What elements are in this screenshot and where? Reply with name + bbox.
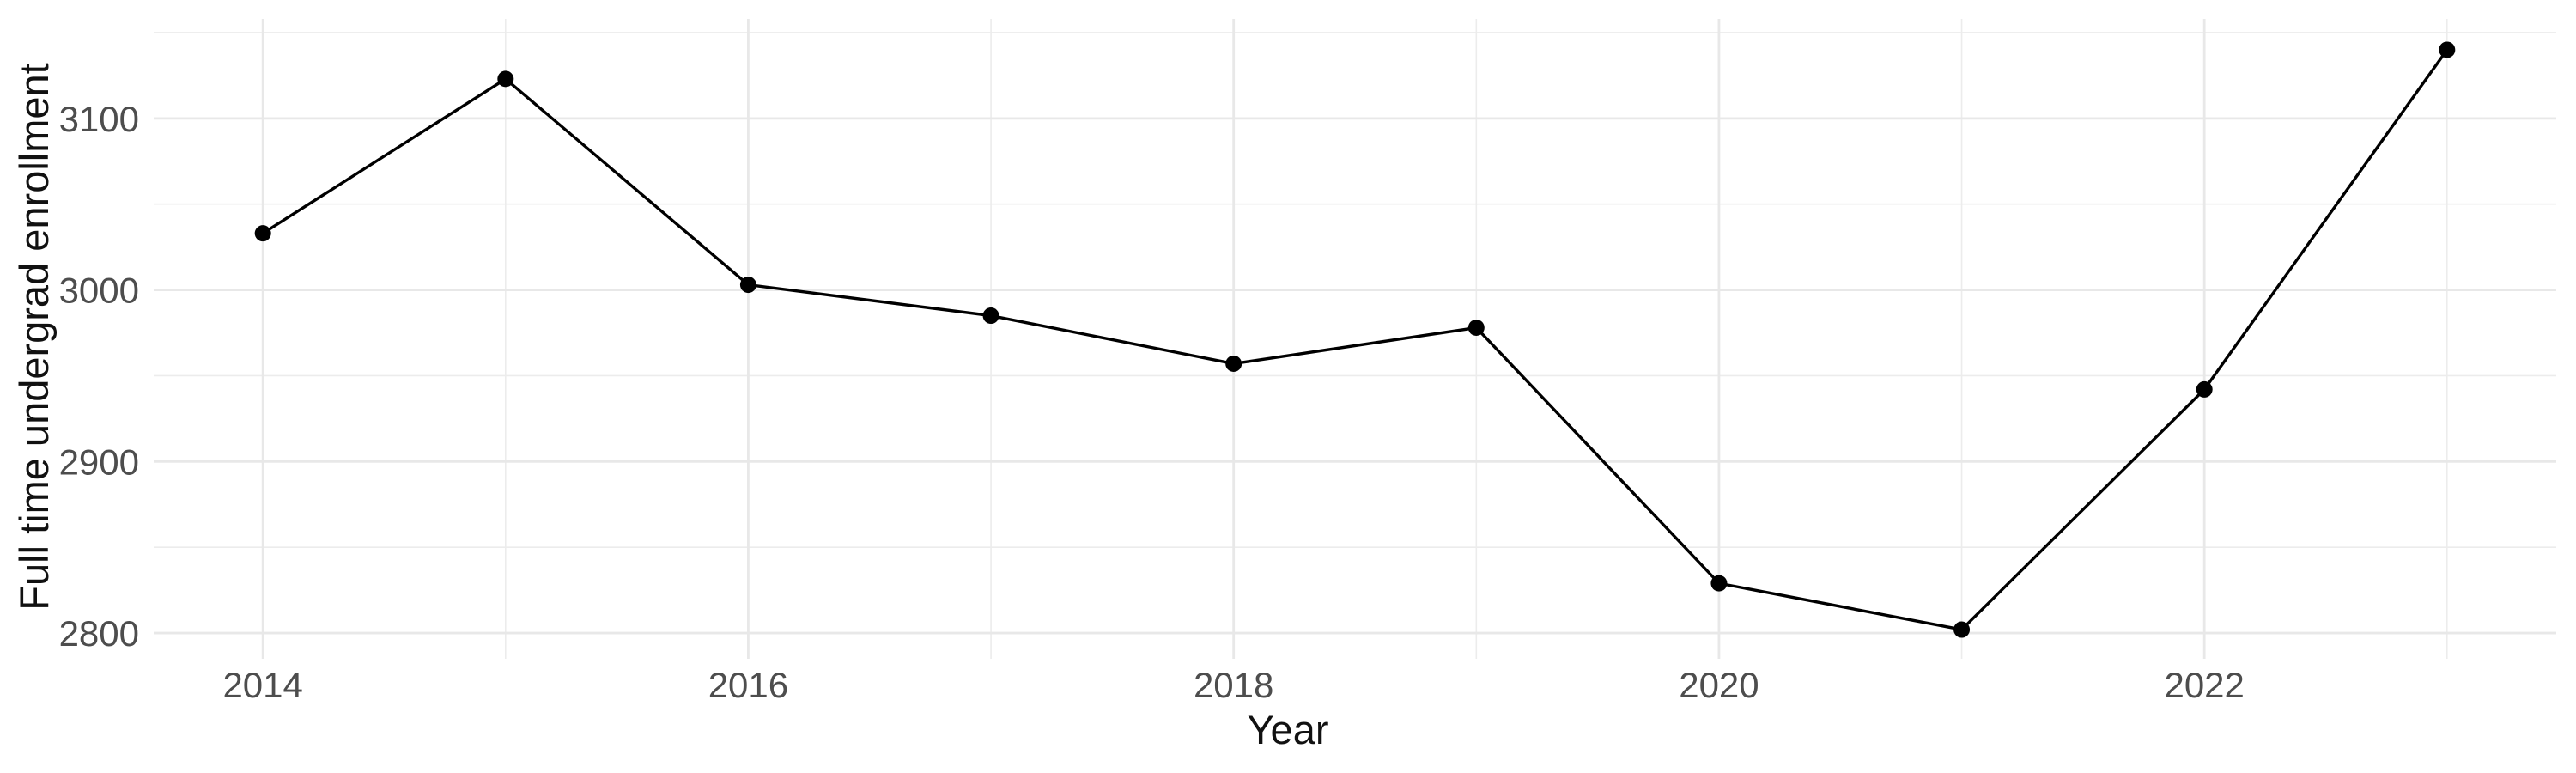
minor-gridlines [154, 19, 2556, 659]
x-tick-label: 2022 [2164, 665, 2244, 705]
y-tick-label: 2800 [59, 613, 139, 654]
data-point [254, 225, 271, 242]
data-point [982, 307, 999, 325]
data-point [1467, 320, 1485, 337]
major-gridlines [154, 19, 2556, 659]
data-point [2196, 380, 2213, 398]
data-point [1953, 621, 1971, 638]
data-point [739, 277, 756, 294]
y-tick-label: 3100 [59, 99, 139, 139]
data-point [1710, 575, 1728, 592]
x-tick-label: 2014 [222, 665, 302, 705]
data-point [497, 70, 514, 88]
y-tick-label: 2900 [59, 441, 139, 482]
x-axis-tick-labels: 2014 2016 2018 2020 2022 [222, 665, 2244, 705]
x-axis-title: Year [1248, 707, 1329, 752]
y-axis-tick-labels: 2800 2900 3000 3100 [59, 99, 139, 654]
y-tick-label: 3000 [59, 271, 139, 311]
data-series [254, 41, 2456, 638]
x-tick-label: 2018 [1194, 665, 1273, 705]
data-point [1225, 355, 1242, 372]
x-tick-label: 2016 [708, 665, 788, 705]
y-axis-title: Full time undergrad enrollment [11, 63, 57, 610]
x-tick-label: 2020 [1679, 665, 1759, 705]
series-line [261, 48, 2449, 631]
data-point [2439, 41, 2456, 58]
